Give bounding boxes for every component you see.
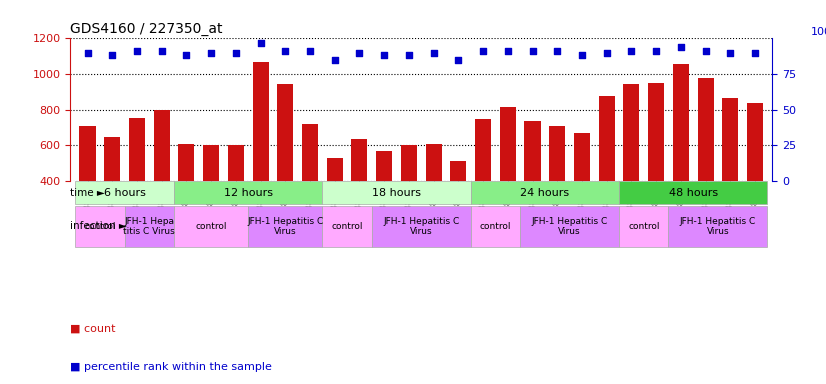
Bar xyxy=(174,206,248,247)
Point xyxy=(649,48,662,54)
Text: control: control xyxy=(628,222,659,231)
Bar xyxy=(525,121,540,252)
Text: ■ count: ■ count xyxy=(70,324,116,334)
Text: time ►: time ► xyxy=(70,188,105,198)
Point xyxy=(106,52,119,58)
Bar xyxy=(619,206,668,247)
Point xyxy=(180,52,193,58)
Bar xyxy=(351,139,368,252)
Bar xyxy=(574,133,590,252)
Text: 48 hours: 48 hours xyxy=(668,188,718,198)
Bar xyxy=(75,206,125,247)
Bar xyxy=(178,144,194,252)
Text: infection ►: infection ► xyxy=(70,221,127,231)
Point xyxy=(205,50,218,56)
Point xyxy=(328,57,341,63)
Bar xyxy=(747,103,763,252)
Point xyxy=(353,50,366,56)
Bar xyxy=(372,206,471,247)
Text: 18 hours: 18 hours xyxy=(372,188,421,198)
Bar xyxy=(104,137,121,252)
Bar xyxy=(75,181,174,205)
Bar xyxy=(248,206,322,247)
Point xyxy=(452,57,465,63)
Bar xyxy=(500,107,515,252)
Point xyxy=(402,52,415,58)
Point xyxy=(501,48,515,54)
Point xyxy=(81,50,94,56)
Text: 100%: 100% xyxy=(811,27,826,37)
Bar xyxy=(471,206,520,247)
Bar xyxy=(154,111,169,252)
Point xyxy=(748,50,762,56)
Bar xyxy=(624,84,639,252)
Point xyxy=(674,44,687,50)
Bar xyxy=(450,161,467,252)
Text: JFH-1 Hepatitis C
Virus: JFH-1 Hepatitis C Virus xyxy=(680,217,756,236)
Point xyxy=(278,48,292,54)
Bar xyxy=(129,119,145,252)
Point xyxy=(230,50,243,56)
Text: JFH-1 Hepatitis C
Virus: JFH-1 Hepatitis C Virus xyxy=(383,217,459,236)
Text: JFH-1 Hepatitis C
Virus: JFH-1 Hepatitis C Virus xyxy=(531,217,608,236)
Point xyxy=(576,52,589,58)
Point xyxy=(427,50,440,56)
Bar xyxy=(401,145,417,252)
Bar xyxy=(722,98,738,252)
Point xyxy=(254,40,267,46)
Text: ■ percentile rank within the sample: ■ percentile rank within the sample xyxy=(70,362,272,372)
Text: JFH-1 Hepa
titis C Virus: JFH-1 Hepa titis C Virus xyxy=(123,217,175,236)
Bar xyxy=(673,64,689,252)
Text: control: control xyxy=(480,222,511,231)
Text: JFH-1 Hepatitis C
Virus: JFH-1 Hepatitis C Virus xyxy=(247,217,324,236)
Point xyxy=(551,48,564,54)
Bar xyxy=(648,83,664,252)
Point xyxy=(477,48,490,54)
Bar xyxy=(228,145,244,252)
Point xyxy=(600,50,613,56)
Point xyxy=(131,48,144,54)
Text: 12 hours: 12 hours xyxy=(224,188,273,198)
Bar xyxy=(278,84,293,252)
Bar xyxy=(302,124,318,252)
Text: GDS4160 / 227350_at: GDS4160 / 227350_at xyxy=(70,22,223,36)
Bar xyxy=(174,181,322,205)
Bar xyxy=(322,181,471,205)
Bar xyxy=(471,181,619,205)
Point xyxy=(699,48,712,54)
Point xyxy=(624,48,638,54)
Text: control: control xyxy=(84,222,116,231)
Point xyxy=(377,52,391,58)
Bar xyxy=(619,181,767,205)
Point xyxy=(303,48,316,54)
Bar xyxy=(549,126,565,252)
Bar xyxy=(79,126,96,252)
Bar xyxy=(322,206,372,247)
Text: 6 hours: 6 hours xyxy=(103,188,145,198)
Bar xyxy=(697,78,714,252)
Bar xyxy=(425,144,442,252)
Bar xyxy=(203,145,219,252)
Bar xyxy=(253,61,268,252)
Text: control: control xyxy=(331,222,363,231)
Bar xyxy=(125,206,174,247)
Bar xyxy=(668,206,767,247)
Text: control: control xyxy=(196,222,227,231)
Bar xyxy=(475,119,491,252)
Point xyxy=(155,48,169,54)
Bar xyxy=(376,151,392,252)
Bar xyxy=(327,158,343,252)
Text: 24 hours: 24 hours xyxy=(520,188,569,198)
Point xyxy=(724,50,737,56)
Bar xyxy=(520,206,619,247)
Point xyxy=(526,48,539,54)
Bar xyxy=(599,96,615,252)
